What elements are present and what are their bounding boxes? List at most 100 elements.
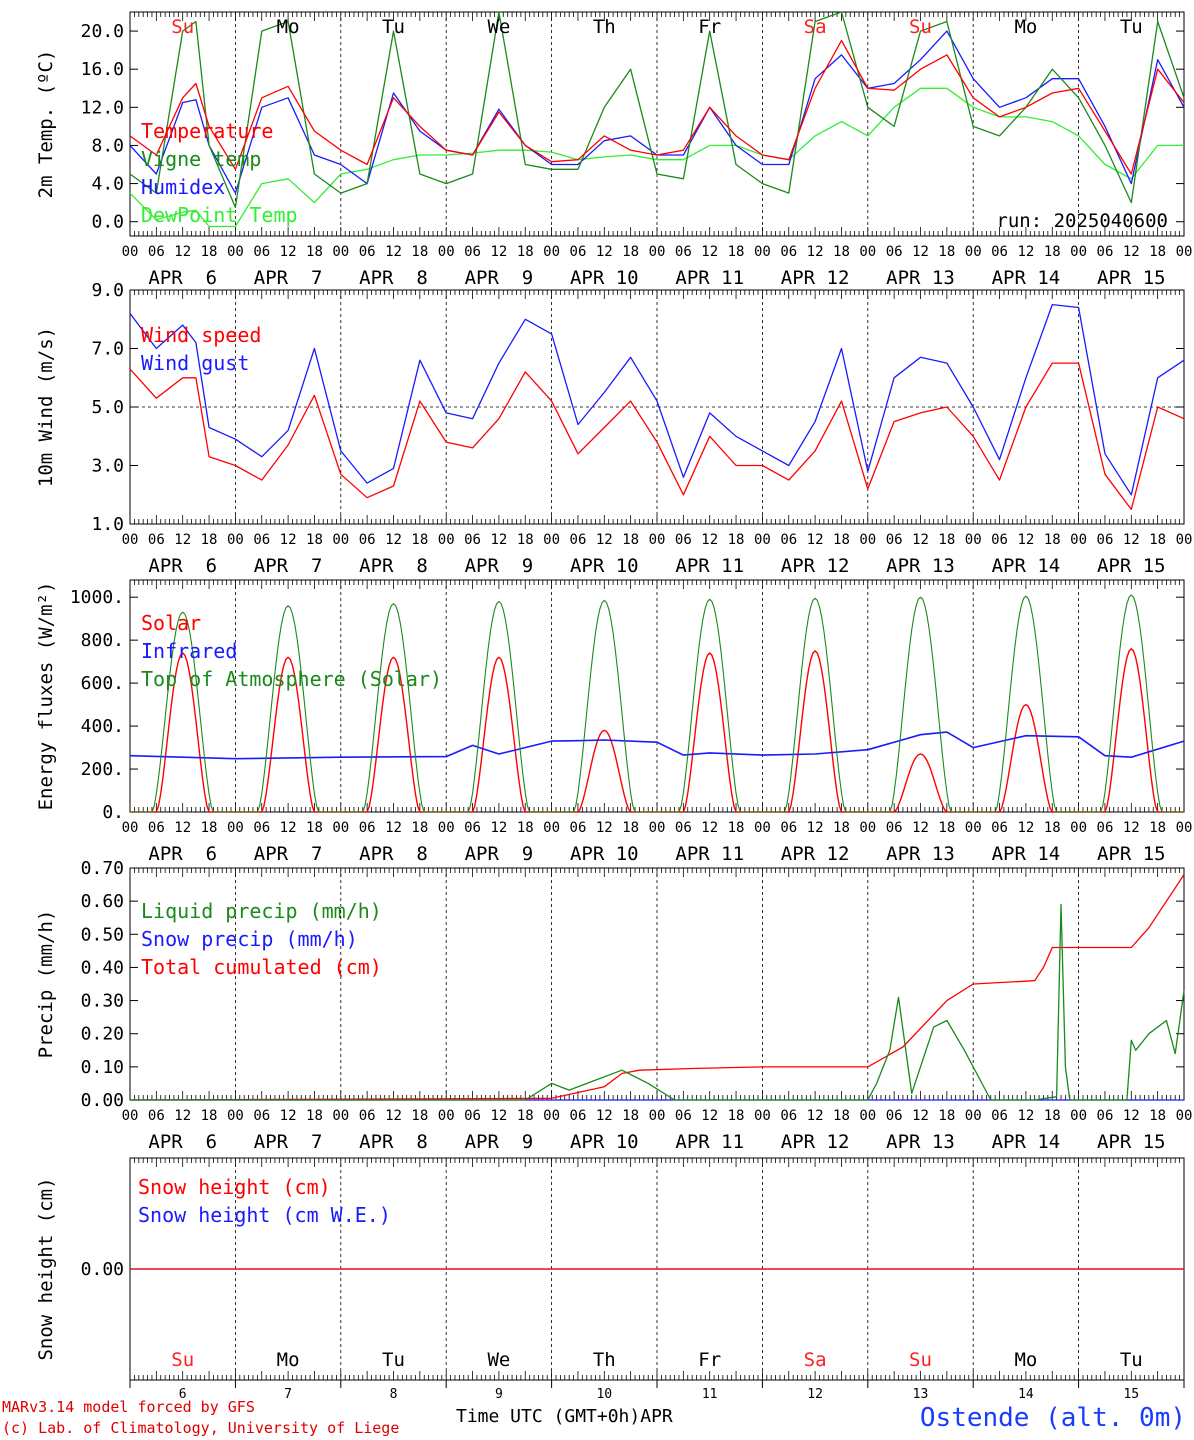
date-label: APR 11 bbox=[675, 843, 744, 865]
hour-tick-label: 12 bbox=[1017, 820, 1034, 836]
weekday-label: Tu bbox=[1120, 1349, 1143, 1371]
hour-tick-label: 06 bbox=[675, 820, 692, 836]
hour-tick-label: 18 bbox=[306, 532, 323, 548]
hour-tick-label: 06 bbox=[1097, 532, 1114, 548]
hour-tick-label: 00 bbox=[122, 1108, 139, 1124]
hour-tick-label: 18 bbox=[833, 820, 850, 836]
hour-tick-label: 06 bbox=[886, 820, 903, 836]
y-tick-label: 400. bbox=[81, 716, 124, 737]
hour-tick-label: 12 bbox=[385, 244, 402, 260]
day-number-label: 11 bbox=[702, 1387, 718, 1402]
y-tick-label: 9.0 bbox=[91, 280, 124, 301]
y-tick-label: 0.30 bbox=[81, 991, 124, 1012]
y-tick-label: 0.70 bbox=[81, 858, 124, 879]
day-number-label: 8 bbox=[390, 1387, 398, 1402]
hour-tick-label: 00 bbox=[1176, 244, 1193, 260]
hour-tick-label: 12 bbox=[1017, 532, 1034, 548]
hour-tick-label: 00 bbox=[332, 244, 349, 260]
hour-tick-label: 06 bbox=[1097, 244, 1114, 260]
date-label: APR 13 bbox=[886, 267, 955, 289]
weekday-label: Su bbox=[171, 16, 194, 38]
date-label: APR 6 bbox=[148, 267, 217, 289]
legend-snow-precip-mm-h-: Snow precip (mm/h) bbox=[141, 927, 358, 951]
day-number-label: 9 bbox=[495, 1387, 503, 1402]
hour-tick-label: 18 bbox=[201, 820, 218, 836]
hour-tick-label: 12 bbox=[280, 532, 297, 548]
date-label: APR 11 bbox=[675, 555, 744, 577]
hour-tick-label: 18 bbox=[201, 1108, 218, 1124]
hour-tick-label: 12 bbox=[280, 820, 297, 836]
hour-tick-label: 00 bbox=[1176, 820, 1193, 836]
hour-tick-label: 00 bbox=[1176, 532, 1193, 548]
hour-tick-label: 12 bbox=[385, 1108, 402, 1124]
hour-tick-label: 12 bbox=[174, 1108, 191, 1124]
hour-tick-label: 12 bbox=[490, 532, 507, 548]
y-tick-label: 800. bbox=[81, 630, 124, 651]
date-label: APR 6 bbox=[148, 1131, 217, 1153]
hour-tick-label: 00 bbox=[122, 820, 139, 836]
weekday-label: Fr bbox=[698, 1349, 721, 1371]
hour-tick-label: 18 bbox=[728, 1108, 745, 1124]
legend-liquid-precip-mm-h-: Liquid precip (mm/h) bbox=[141, 899, 382, 923]
hour-tick-label: 18 bbox=[1044, 532, 1061, 548]
hour-tick-label: 18 bbox=[411, 532, 428, 548]
y-tick-label: 200. bbox=[81, 759, 124, 780]
hour-tick-label: 18 bbox=[1149, 532, 1166, 548]
hour-tick-label: 00 bbox=[649, 244, 666, 260]
legend-snow-height-cm-w-e-: Snow height (cm W.E.) bbox=[138, 1203, 391, 1227]
day-number-label: 12 bbox=[807, 1387, 823, 1402]
y-tick-label: 600. bbox=[81, 673, 124, 694]
hour-tick-label: 18 bbox=[938, 1108, 955, 1124]
y-tick-label: 0.20 bbox=[81, 1024, 124, 1045]
series-infrared bbox=[129, 731, 1185, 760]
hour-tick-label: 06 bbox=[253, 532, 270, 548]
date-label: APR 8 bbox=[359, 267, 428, 289]
day-number-label: 14 bbox=[1018, 1387, 1034, 1402]
hour-tick-label: 00 bbox=[543, 1108, 560, 1124]
hour-tick-label: 06 bbox=[780, 820, 797, 836]
hour-tick-label: 12 bbox=[596, 532, 613, 548]
hour-tick-label: 00 bbox=[1176, 1108, 1193, 1124]
hour-tick-label: 18 bbox=[833, 532, 850, 548]
series-temperature bbox=[129, 39, 1185, 175]
hour-tick-label: 06 bbox=[886, 1108, 903, 1124]
hour-tick-label: 06 bbox=[570, 244, 587, 260]
hour-tick-label: 00 bbox=[1070, 820, 1087, 836]
hour-tick-label: 18 bbox=[622, 244, 639, 260]
date-label: APR 7 bbox=[254, 267, 323, 289]
y-tick-label: 0.00 bbox=[81, 1259, 124, 1280]
weekday-label: Su bbox=[909, 16, 932, 38]
hour-tick-label: 00 bbox=[122, 244, 139, 260]
hour-tick-label: 18 bbox=[306, 820, 323, 836]
y-axis-label: 10m Wind (m/s) bbox=[35, 327, 57, 487]
hour-tick-label: 18 bbox=[306, 1108, 323, 1124]
weekday-label: Mo bbox=[277, 1349, 300, 1371]
date-label: APR 15 bbox=[1097, 1131, 1166, 1153]
hour-tick-label: 06 bbox=[675, 532, 692, 548]
hour-tick-label: 06 bbox=[464, 1108, 481, 1124]
hour-tick-label: 00 bbox=[332, 532, 349, 548]
date-label: APR 10 bbox=[570, 1131, 639, 1153]
date-label: APR 10 bbox=[570, 267, 639, 289]
hour-tick-label: 18 bbox=[1044, 244, 1061, 260]
date-label: APR 7 bbox=[254, 1131, 323, 1153]
hour-tick-label: 12 bbox=[807, 820, 824, 836]
hour-tick-label: 06 bbox=[675, 244, 692, 260]
hour-tick-label: 12 bbox=[490, 244, 507, 260]
hour-tick-label: 00 bbox=[649, 820, 666, 836]
y-axis-label: 2m Temp. (ºC) bbox=[35, 50, 57, 199]
series-dewpoint-temp bbox=[129, 87, 1184, 228]
date-label: APR 11 bbox=[675, 267, 744, 289]
date-label: APR 6 bbox=[148, 843, 217, 865]
hour-tick-label: 00 bbox=[438, 532, 455, 548]
date-label: APR 13 bbox=[886, 1131, 955, 1153]
hour-tick-label: 06 bbox=[464, 532, 481, 548]
y-tick-label: 5.0 bbox=[91, 397, 124, 418]
hour-tick-label: 18 bbox=[622, 1108, 639, 1124]
hour-tick-label: 00 bbox=[859, 532, 876, 548]
hour-tick-label: 00 bbox=[543, 532, 560, 548]
y-axis-label: Snow height (cm) bbox=[35, 1177, 57, 1360]
hour-tick-label: 12 bbox=[912, 244, 929, 260]
legend-total-cumulated-cm-: Total cumulated (cm) bbox=[141, 955, 382, 979]
date-label: APR 13 bbox=[886, 555, 955, 577]
